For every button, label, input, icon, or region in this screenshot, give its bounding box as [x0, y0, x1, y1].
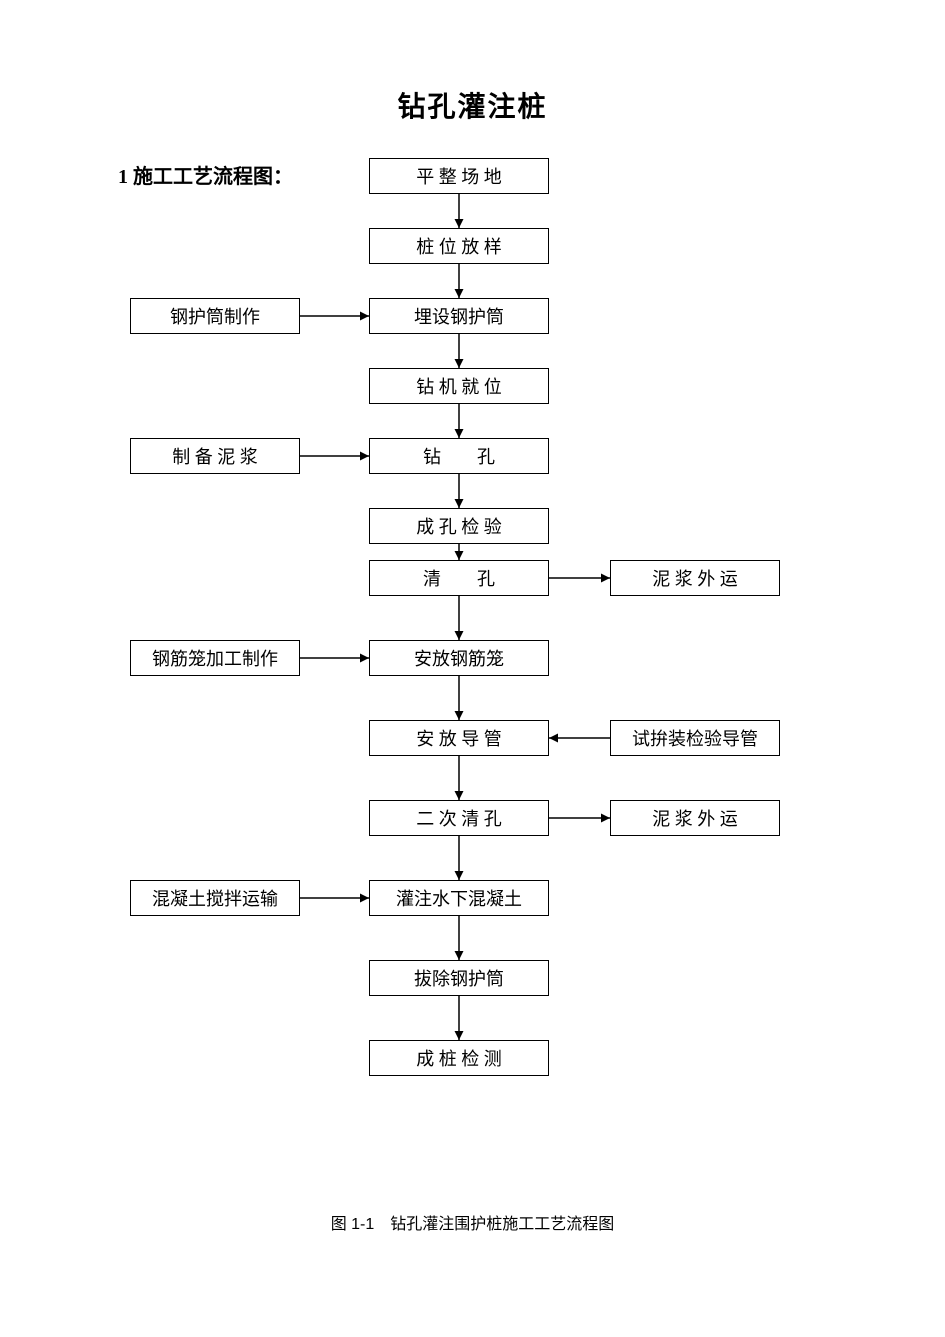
figure-caption: 图 1-1 钻孔灌注围护桩施工工艺流程图 [0, 1210, 945, 1234]
flow-node-r10: 泥 浆 外 运 [610, 800, 780, 836]
flow-node-n3: 埋设钢护筒 [369, 298, 549, 334]
flow-node-n13: 成 桩 检 测 [369, 1040, 549, 1076]
section-heading: 1 施工工艺流程图： [118, 160, 293, 189]
flow-node-s8: 钢筋笼加工制作 [130, 640, 300, 676]
flow-node-n1: 平 整 场 地 [369, 158, 549, 194]
document-title: 钻孔灌注桩 [0, 85, 945, 125]
flow-node-n7: 清 孔 [369, 560, 549, 596]
flow-node-n6: 成 孔 检 验 [369, 508, 549, 544]
flow-node-n11: 灌注水下混凝土 [369, 880, 549, 916]
flow-node-n8: 安放钢筋笼 [369, 640, 549, 676]
flow-node-n9: 安 放 导 管 [369, 720, 549, 756]
flow-node-n12: 拔除钢护筒 [369, 960, 549, 996]
flow-node-r7: 泥 浆 外 运 [610, 560, 780, 596]
flow-node-s3: 钢护筒制作 [130, 298, 300, 334]
flow-node-n10: 二 次 清 孔 [369, 800, 549, 836]
flow-node-n4: 钻 机 就 位 [369, 368, 549, 404]
flow-node-s5: 制 备 泥 浆 [130, 438, 300, 474]
flow-node-r9: 试拚装检验导管 [610, 720, 780, 756]
flow-node-n5: 钻 孔 [369, 438, 549, 474]
flow-node-n2: 桩 位 放 样 [369, 228, 549, 264]
flow-node-s11: 混凝土搅拌运输 [130, 880, 300, 916]
page: 钻孔灌注桩 1 施工工艺流程图： 平 整 场 地桩 位 放 样钢护筒制作 埋设钢护… [0, 0, 945, 1337]
